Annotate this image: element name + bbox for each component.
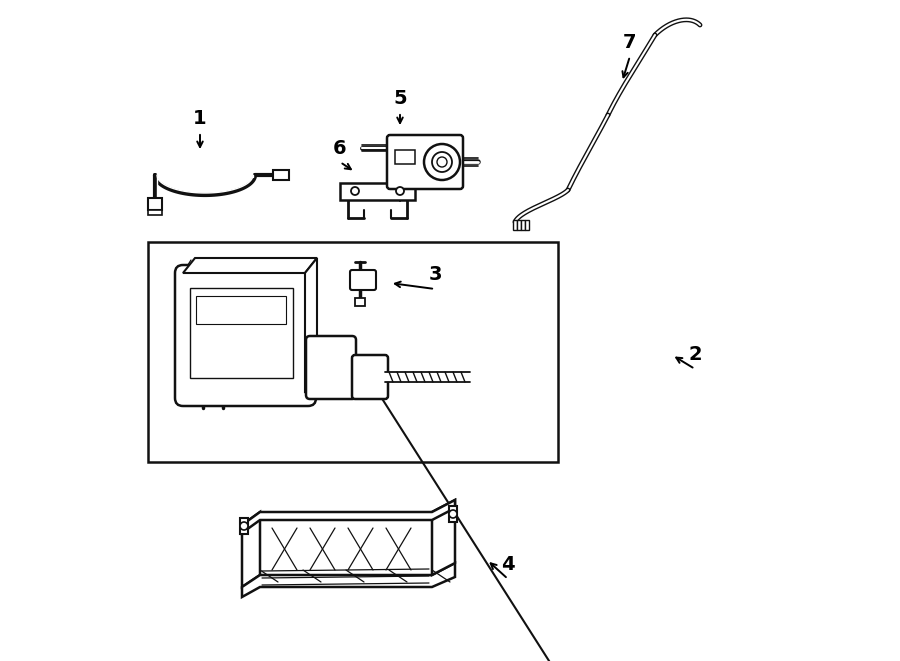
Bar — [521, 220, 525, 230]
Circle shape — [424, 144, 460, 180]
Text: 3: 3 — [428, 266, 442, 284]
Text: 5: 5 — [393, 89, 407, 108]
Bar — [273, 170, 289, 180]
Text: 6: 6 — [333, 139, 346, 157]
Circle shape — [240, 522, 248, 530]
Polygon shape — [183, 258, 317, 273]
Bar — [513, 220, 517, 230]
FancyBboxPatch shape — [175, 265, 316, 406]
Bar — [449, 506, 457, 522]
Bar — [525, 220, 529, 230]
FancyBboxPatch shape — [352, 355, 388, 399]
Polygon shape — [242, 563, 455, 597]
Bar — [517, 220, 521, 230]
FancyBboxPatch shape — [350, 270, 376, 290]
Text: 7: 7 — [623, 32, 637, 52]
Bar — [196, 296, 286, 324]
Circle shape — [396, 187, 404, 195]
Bar — [340, 183, 415, 200]
Bar — [190, 288, 293, 378]
Circle shape — [432, 152, 452, 172]
Bar — [240, 518, 248, 534]
Polygon shape — [305, 258, 317, 393]
Polygon shape — [242, 512, 260, 587]
Bar — [395, 150, 415, 164]
FancyBboxPatch shape — [387, 135, 463, 189]
Bar — [148, 242, 558, 462]
Text: 1: 1 — [194, 108, 207, 128]
Text: 2: 2 — [688, 346, 702, 364]
Bar — [148, 198, 162, 210]
Circle shape — [449, 510, 457, 518]
Text: 4: 4 — [501, 555, 515, 574]
Bar — [148, 210, 162, 215]
Circle shape — [351, 187, 359, 195]
Bar — [355, 298, 365, 306]
FancyBboxPatch shape — [306, 336, 356, 399]
Circle shape — [437, 157, 447, 167]
Polygon shape — [432, 500, 455, 575]
Polygon shape — [242, 500, 455, 533]
